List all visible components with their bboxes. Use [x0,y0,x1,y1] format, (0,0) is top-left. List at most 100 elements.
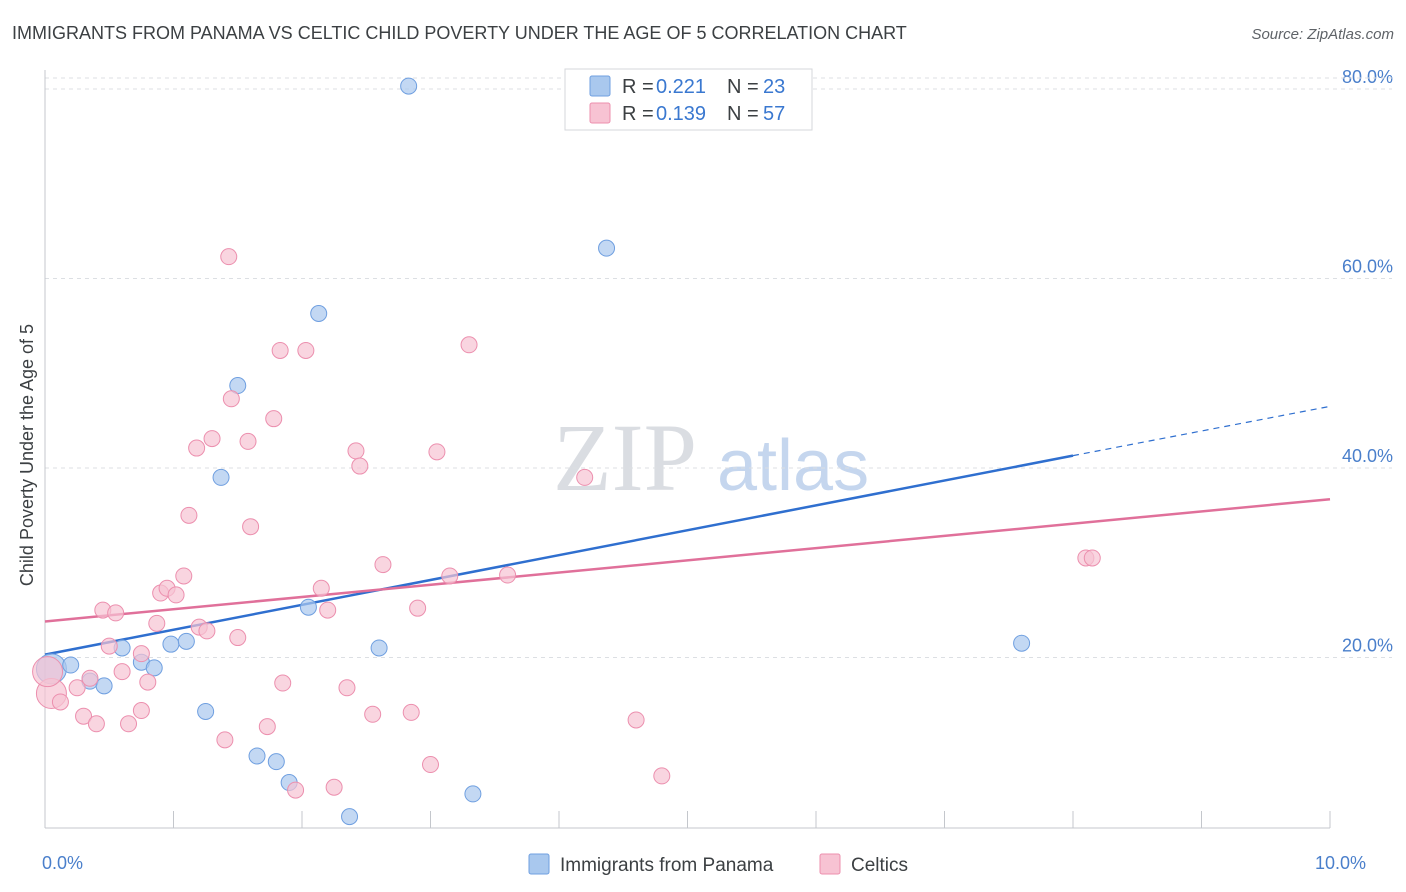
panama-point [299,598,317,616]
legend-n-label-panama: N = [727,76,759,98]
celtics-point [402,703,420,721]
celtics-point [167,586,185,604]
chart-source: Source: ZipAtlas.com [1251,26,1394,43]
watermark-atlas: atlas [717,426,869,506]
bottom-legend-swatch-celtics [819,853,841,875]
celtics-point [347,442,365,460]
panama-point [212,468,230,486]
celtics-point [81,669,99,687]
celtics-point [271,341,289,359]
panama-point [598,239,616,257]
celtics-point [627,711,645,729]
panama-point [400,77,418,95]
trend-lines [44,405,1331,656]
celtics-point [297,341,315,359]
celtics-point [51,693,69,711]
celtics-point [175,567,193,585]
panama-trend-line [44,454,1074,656]
legend-n-value-celtics: 57 [763,103,785,125]
celtics-trend-line [44,497,1331,623]
celtics-point [576,468,594,486]
celtics-point [653,767,671,785]
celtics-point [312,579,330,597]
panama-point [370,639,388,657]
legend-r-label-celtics: R = [622,103,654,125]
celtics-point [319,601,337,619]
panama-point [145,659,163,677]
celtics-point [499,566,517,584]
legend-r-value-panama: 0.221 [656,76,706,98]
axes: 0.0% 10.0% [42,70,1366,873]
celtics-point [441,567,459,585]
celtics-point [139,673,157,691]
y-tick-label: 40.0% [1342,446,1393,466]
panama-point [62,656,80,674]
x-tick-label: 0.0% [42,853,83,873]
bottom-legend: Immigrants from Panama Celtics [528,853,908,876]
panama-point [248,747,266,765]
celtics-point [120,715,138,733]
panama-trend-line-extension [1072,405,1331,457]
celtics-point [132,702,150,720]
celtics-point [222,390,240,408]
legend-swatch-panama [589,75,611,97]
celtics-point [460,336,478,354]
legend-r-value-celtics: 0.139 [656,103,706,125]
celtics-point [239,432,257,450]
celtics-point [242,518,260,536]
celtics-point [32,656,64,688]
celtics-point [229,629,247,647]
celtics-point [287,781,305,799]
celtics-point [422,756,439,774]
y-tick-label: 80.0% [1342,67,1393,87]
celtics-point [216,731,234,749]
x-tick-label: 10.0% [1315,853,1366,873]
celtics-point [258,718,276,736]
bottom-legend-swatch-panama [528,853,550,875]
celtics-point [148,614,166,632]
celtics-point [132,645,150,663]
legend-box: R = 0.221 N = 23 R = 0.139 N = 57 [564,68,813,131]
gridlines: 20.0% 40.0% 60.0% 80.0% [45,67,1393,658]
panama-point [464,785,482,803]
celtics-point [113,663,131,681]
data-points [32,77,1101,826]
chart-title: IMMIGRANTS FROM PANAMA VS CELTIC CHILD P… [12,23,907,43]
celtics-point [180,506,198,524]
legend-n-label-celtics: N = [727,103,759,125]
celtics-point [338,679,356,697]
celtics-point [325,778,343,796]
celtics-point [1083,549,1101,567]
celtics-point [274,674,292,692]
celtics-point [188,439,206,457]
celtics-point [351,457,369,475]
panama-point [177,632,195,650]
celtics-point [68,679,86,697]
panama-point [162,635,180,653]
celtics-point [220,248,238,266]
watermark-zip: ZIP [553,404,697,511]
celtics-point [100,637,118,655]
legend-swatch-celtics [589,102,611,124]
y-tick-label: 20.0% [1342,635,1393,655]
panama-point [197,702,215,720]
celtics-point [75,707,93,725]
celtics-point [364,705,382,723]
celtics-point [107,604,125,622]
y-tick-label: 60.0% [1342,256,1393,276]
celtics-point [374,556,392,574]
panama-point [341,808,359,826]
legend-n-value-panama: 23 [763,76,785,98]
celtics-point [409,599,427,617]
celtics-point [203,430,221,448]
celtics-point [428,443,446,461]
y-axis-label: Child Poverty Under the Age of 5 [17,324,37,586]
bottom-legend-label-panama: Immigrants from Panama [560,855,774,876]
panama-point [95,677,113,695]
celtics-point [87,715,105,733]
panama-point [310,305,328,323]
legend-r-label-panama: R = [622,76,654,98]
panama-point [1013,634,1031,652]
panama-point [267,753,285,771]
